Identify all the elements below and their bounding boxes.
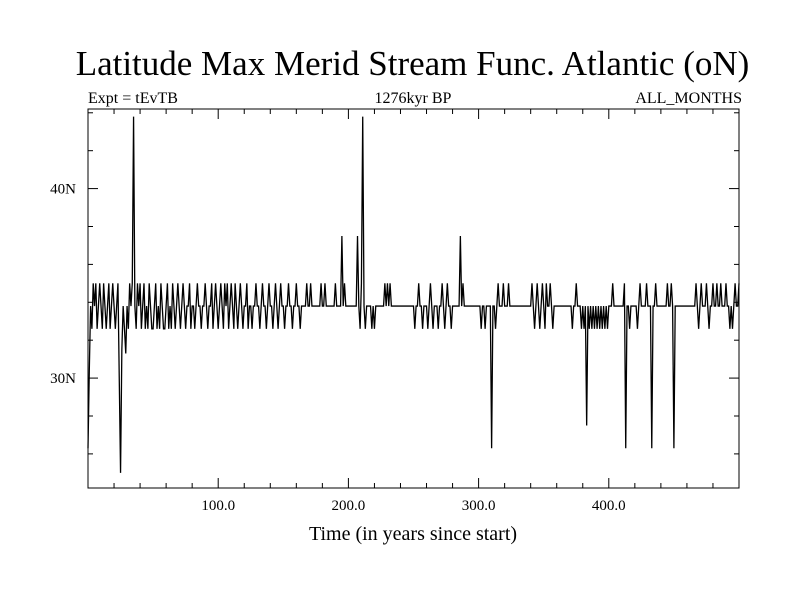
series-line: [87, 116, 740, 473]
experiment-label: Expt = tEvTB: [88, 90, 178, 107]
months-label: ALL_MONTHS: [635, 90, 742, 107]
plot-frame: [87, 108, 740, 489]
x-tick-label: 300.0: [462, 498, 496, 514]
x-tick-label: 200.0: [332, 498, 366, 514]
x-tick-label: 100.0: [201, 498, 235, 514]
y-axis-ticks: 30N 40N: [50, 112, 739, 455]
x-axis-ticks: 100.0 200.0 300.0 400.0: [113, 109, 714, 514]
period-label: 1276kyr BP: [374, 90, 452, 107]
chart-title: Latitude Max Merid Stream Func. Atlantic…: [75, 44, 750, 83]
y-tick-label: 30N: [50, 371, 76, 387]
x-tick-label: 400.0: [592, 498, 626, 514]
x-axis-label: Time (in years since start): [309, 523, 517, 545]
y-tick-label: 40N: [50, 182, 76, 198]
